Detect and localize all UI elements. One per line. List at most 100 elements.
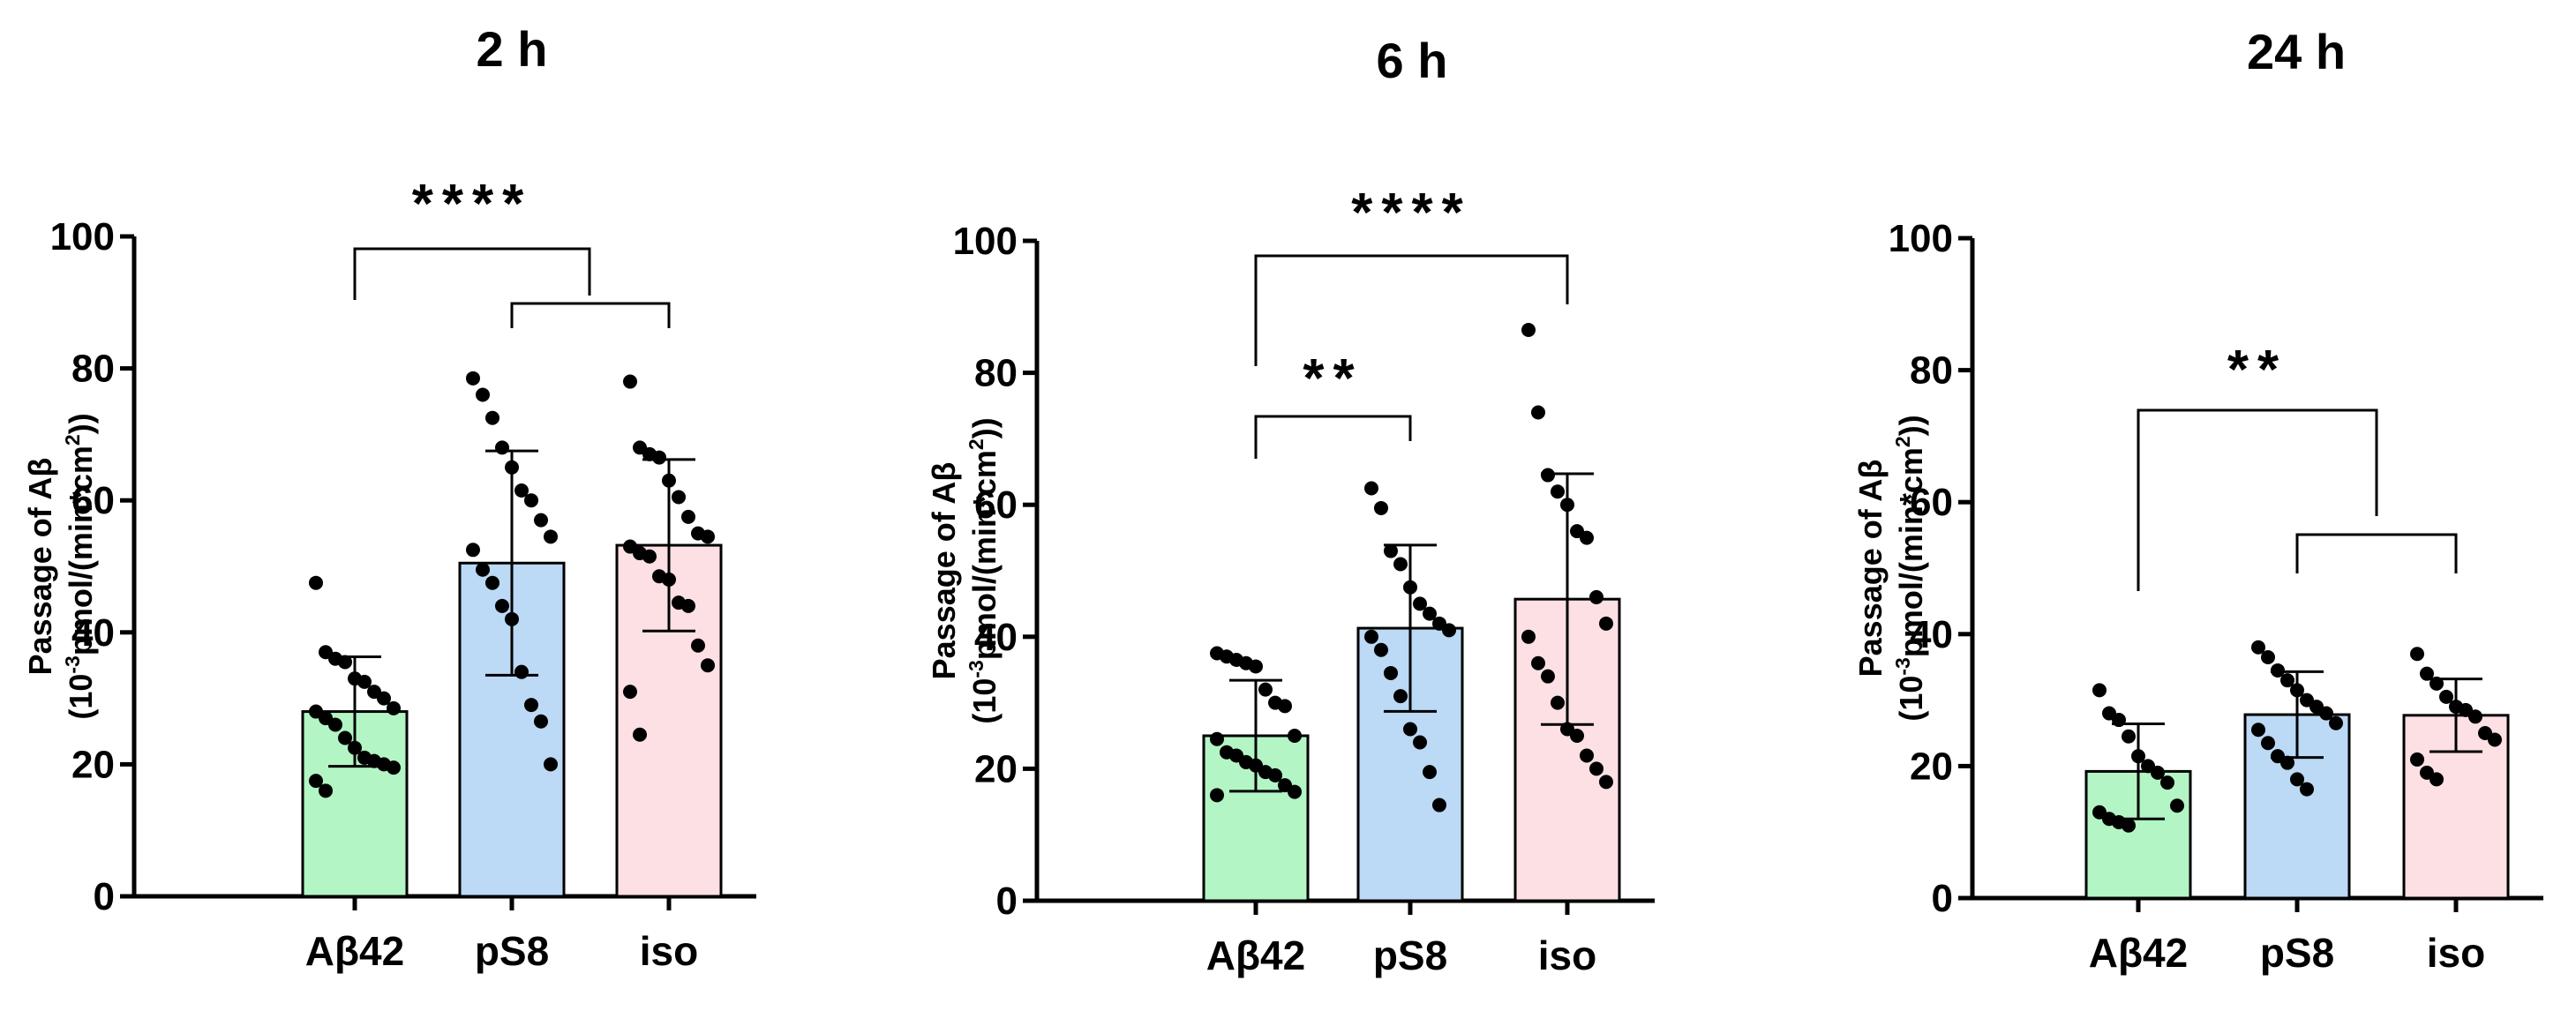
y-tick-label: 40 — [1910, 613, 1953, 656]
data-point — [1599, 616, 1613, 631]
x-tick-label: Aβ42 — [305, 928, 404, 974]
x-tick-label: iso — [2427, 930, 2485, 976]
data-point — [2439, 689, 2453, 704]
data-point — [691, 638, 705, 653]
y-tick-label: 80 — [974, 352, 1018, 395]
data-point — [1521, 322, 1536, 337]
data-point — [466, 543, 480, 558]
x-tick-label: iso — [640, 928, 698, 974]
data-point — [2430, 772, 2444, 787]
y-unit-part: (10 — [966, 678, 1003, 724]
data-point — [377, 691, 391, 706]
data-point — [485, 575, 499, 590]
data-point — [1278, 699, 1292, 714]
significance-bracket — [353, 247, 591, 300]
data-point — [633, 727, 647, 742]
y-axis-unit-label: (10-3pmol/(min*cm2)) — [965, 417, 1003, 723]
data-point — [309, 774, 323, 789]
data-point — [623, 685, 637, 700]
data-point — [1374, 642, 1388, 657]
data-point — [701, 658, 715, 673]
y-tick-label: 100 — [50, 215, 115, 258]
significance-bracket — [510, 302, 671, 328]
y-tick-label: 40 — [71, 611, 115, 655]
data-point — [1288, 784, 1302, 799]
data-point — [1531, 405, 1545, 420]
x-tick-label: pS8 — [1373, 932, 1447, 978]
data-point — [1384, 665, 1398, 680]
data-point — [1393, 557, 1408, 572]
y-tick-label: 20 — [1910, 745, 1953, 788]
y-unit-part: )) — [966, 417, 1003, 438]
data-point — [1521, 629, 1536, 644]
data-point — [1384, 543, 1398, 558]
y-tick-label: 0 — [996, 880, 1018, 923]
data-point — [1589, 761, 1603, 776]
y-unit-superscript: 2 — [1891, 436, 1914, 447]
y-axis-label: Passage of Aβ — [1852, 460, 1889, 678]
data-point — [623, 374, 637, 389]
data-point — [1258, 682, 1273, 697]
data-point — [2420, 666, 2434, 681]
y-tick-label: 0 — [1932, 877, 1953, 920]
y-tick-label: 60 — [974, 483, 1018, 527]
y-unit-part: (10 — [1893, 676, 1929, 722]
data-point — [338, 655, 352, 670]
data-point — [1210, 788, 1224, 803]
data-point — [2319, 706, 2333, 721]
y-unit-part: (10 — [63, 674, 99, 720]
y-tick-label: 40 — [974, 616, 1018, 659]
data-point — [681, 509, 695, 524]
x-tick-label: pS8 — [2260, 930, 2334, 976]
chart-title: 6 h — [1377, 33, 1448, 88]
data-point — [1423, 765, 1437, 780]
x-tick-label: iso — [1538, 932, 1596, 978]
data-point — [642, 549, 657, 564]
y-unit-superscript: 2 — [965, 438, 988, 450]
y-axis-label: Passage of Aβ — [926, 462, 962, 680]
data-point — [2251, 640, 2265, 655]
y-unit-part: pmol/(min*cm — [63, 446, 99, 655]
data-point — [2280, 673, 2294, 688]
data-point — [1249, 659, 1263, 674]
y-tick-label: 0 — [94, 875, 115, 918]
data-point — [2170, 798, 2184, 813]
data-point — [1423, 606, 1437, 621]
y-tick-label: 20 — [974, 747, 1018, 790]
y-axis-unit-label: (10-3pmol/(min*cm2)) — [1891, 415, 1929, 721]
y-unit-superscript: 2 — [61, 434, 84, 446]
data-point — [1580, 530, 1594, 545]
data-point — [1580, 748, 1594, 763]
significance-stars: **** — [412, 174, 533, 235]
data-point — [466, 371, 480, 386]
y-tick-label: 20 — [71, 743, 115, 786]
data-point — [357, 674, 372, 689]
significance-bracket — [1254, 415, 1412, 459]
y-tick-label: 100 — [1889, 217, 1953, 260]
significance-bracket — [2295, 533, 2458, 573]
data-point — [1531, 655, 1545, 670]
chart-panel-1: 2 h Passage of Aβ(10-3pmol/(min*cm2)) 0 20 4… — [22, 21, 756, 974]
data-point — [534, 714, 548, 729]
data-point — [309, 575, 323, 590]
y-unit-part: )) — [63, 413, 99, 434]
data-point — [1589, 589, 1603, 604]
data-point — [2151, 765, 2165, 780]
y-tick-label: 100 — [953, 220, 1018, 263]
data-point — [1403, 722, 1417, 737]
y-tick-label: 80 — [71, 348, 115, 391]
data-point — [2290, 772, 2304, 787]
chart-title: 2 h — [477, 21, 548, 77]
data-point — [1551, 484, 1565, 499]
data-point — [2488, 732, 2502, 747]
significance-stars: ** — [1303, 348, 1363, 409]
data-point — [2122, 729, 2136, 744]
data-point — [1413, 735, 1427, 750]
data-point — [2280, 755, 2294, 770]
data-point — [652, 450, 666, 465]
y-unit-part: pmol/(min*cm — [966, 450, 1003, 660]
data-point — [524, 698, 538, 713]
significance-stars: **** — [1351, 183, 1472, 243]
y-unit-part: )) — [1893, 415, 1929, 436]
chart-title: 24 h — [2247, 24, 2346, 79]
